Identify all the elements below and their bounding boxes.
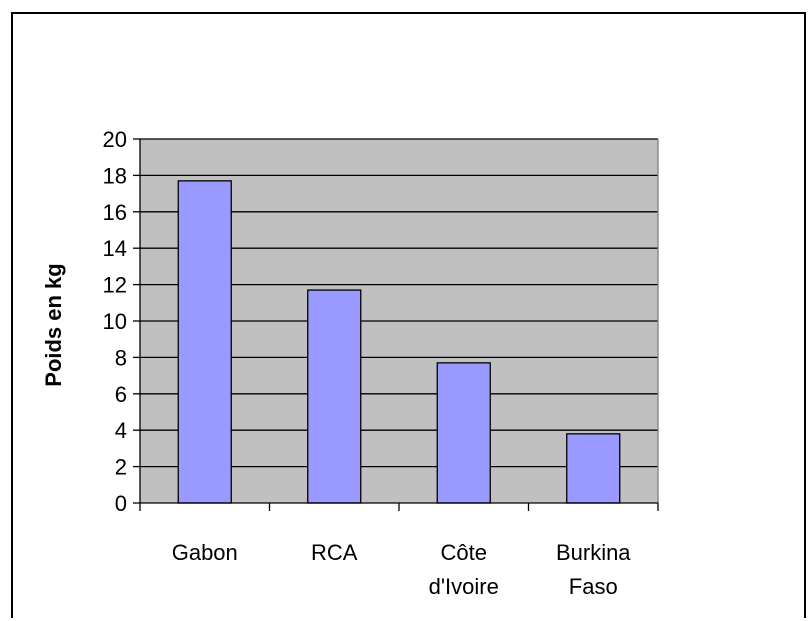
bar [307, 289, 362, 504]
bars [177, 180, 621, 504]
x-category-label: Gabon [172, 540, 238, 565]
x-category-label-line: Gabon [172, 540, 238, 565]
bar [177, 180, 232, 504]
y-tick-label: 0 [115, 491, 127, 516]
x-category-label: Côte d'Ivoire [429, 540, 499, 599]
x-category-label: RCA [311, 540, 358, 565]
x-category-label-line: d'Ivoire [429, 574, 499, 599]
y-tick-labels: 0 2 4 6 8 10 12 14 16 18 20 [103, 127, 127, 516]
y-tick-label: 6 [115, 382, 127, 407]
x-category-labels: Gabon RCA Côte d'Ivoire Burkina Faso [172, 540, 632, 599]
bar [436, 362, 491, 504]
y-tick-label: 20 [103, 127, 127, 152]
y-tick-label: 2 [115, 455, 127, 480]
y-tick-label: 4 [115, 418, 127, 443]
y-tick-label: 8 [115, 345, 127, 370]
y-tick-label: 18 [103, 163, 127, 188]
y-tick-label: 10 [103, 309, 127, 334]
y-axis-title: Poids en kg [41, 263, 66, 386]
y-tick-label: 12 [103, 273, 127, 298]
x-category-label-line: Faso [569, 574, 618, 599]
x-category-label-line: Côte [441, 540, 487, 565]
x-category-label: Burkina Faso [556, 540, 631, 599]
y-tick-label: 14 [103, 236, 127, 261]
bar [566, 433, 621, 504]
axes [133, 138, 659, 511]
x-category-label-line: RCA [311, 540, 358, 565]
y-tick-label: 16 [103, 200, 127, 225]
x-category-label-line: Burkina [556, 540, 631, 565]
